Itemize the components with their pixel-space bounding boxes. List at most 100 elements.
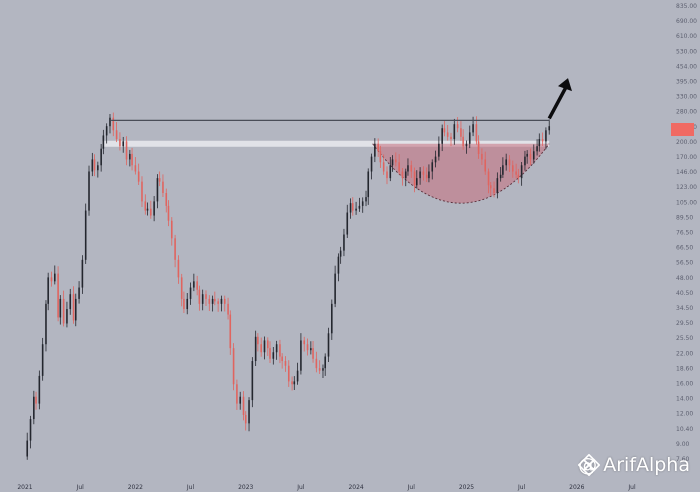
candle-down bbox=[260, 344, 262, 353]
candle-up bbox=[548, 126, 551, 131]
candle-up bbox=[81, 259, 84, 288]
x-tick-label: Jul bbox=[627, 484, 636, 491]
y-tick-label: 9.00 bbox=[676, 441, 690, 448]
candle-up bbox=[189, 287, 192, 299]
candle-up bbox=[391, 159, 394, 166]
candle-up bbox=[275, 344, 278, 353]
candle-up bbox=[349, 203, 352, 213]
candle-down bbox=[177, 259, 180, 278]
candle-up bbox=[404, 171, 407, 179]
candle-up bbox=[239, 396, 242, 404]
x-tick-label: 2022 bbox=[128, 484, 143, 491]
candle-down bbox=[170, 220, 173, 239]
candle-down bbox=[269, 348, 271, 359]
y-tick-label: 10.40 bbox=[676, 426, 693, 433]
candle-up bbox=[324, 356, 326, 369]
candle-up bbox=[468, 132, 471, 144]
candle-down bbox=[450, 136, 452, 140]
candle-up bbox=[472, 124, 474, 133]
candle-down bbox=[196, 281, 198, 290]
candle-down bbox=[351, 203, 354, 211]
candle-up bbox=[97, 165, 99, 171]
candle-up bbox=[122, 141, 125, 147]
candle-down bbox=[508, 159, 511, 166]
candle-up bbox=[358, 205, 361, 209]
candle-down bbox=[541, 139, 544, 142]
candle-down bbox=[462, 136, 464, 147]
candle-up bbox=[453, 124, 456, 140]
candle-down bbox=[481, 153, 483, 160]
breakout-arrow-shaft bbox=[547, 86, 568, 120]
candle-up bbox=[322, 368, 324, 371]
y-tick-label: 835.00 bbox=[676, 3, 697, 10]
y-tick-label: 280.00 bbox=[676, 109, 697, 116]
support-zone bbox=[102, 140, 550, 147]
candle-up bbox=[438, 143, 440, 157]
candle-down bbox=[174, 238, 176, 260]
y-tick-label: 105.00 bbox=[676, 199, 697, 206]
candle-down bbox=[134, 165, 137, 172]
y-tick-label: 690.00 bbox=[676, 18, 697, 25]
candle-up bbox=[499, 174, 502, 179]
candle-down bbox=[50, 277, 53, 282]
y-tick-label: 89.50 bbox=[676, 214, 693, 221]
y-tick-label: 18.60 bbox=[676, 365, 693, 372]
watermark-handle: @ ArifAlpha bbox=[578, 454, 690, 476]
candle-down bbox=[62, 298, 65, 324]
candle-up bbox=[505, 159, 507, 166]
candle-up bbox=[300, 340, 302, 371]
candle-up bbox=[88, 171, 90, 211]
y-tick-label: 170.00 bbox=[676, 154, 697, 161]
y-tick-label: 76.50 bbox=[676, 230, 693, 237]
candle-up bbox=[33, 396, 35, 420]
candle-down bbox=[425, 174, 428, 179]
y-tick-label: 530.00 bbox=[676, 48, 697, 55]
candle-down bbox=[183, 298, 185, 310]
candle-down bbox=[141, 181, 143, 202]
candle-up bbox=[538, 139, 541, 147]
candle-up bbox=[327, 333, 330, 357]
y-tick-label: 29.50 bbox=[676, 320, 693, 327]
x-tick-label: Jul bbox=[517, 484, 526, 491]
candle-down bbox=[223, 298, 226, 304]
candle-up bbox=[102, 135, 105, 149]
candle-up bbox=[220, 298, 223, 304]
candle-up bbox=[389, 165, 392, 179]
cup-outline bbox=[372, 143, 550, 204]
candle-up bbox=[502, 165, 504, 175]
candle-down bbox=[244, 414, 247, 424]
candle-up bbox=[129, 153, 131, 160]
candle-down bbox=[232, 348, 235, 385]
x-tick-label: Jul bbox=[407, 484, 416, 491]
candle-up bbox=[496, 178, 499, 194]
candle-down bbox=[284, 361, 287, 366]
candle-down bbox=[517, 174, 520, 179]
current-price-tag bbox=[671, 123, 694, 136]
y-tick-label: 395.00 bbox=[676, 79, 697, 86]
candle-up bbox=[186, 298, 189, 310]
candle-up bbox=[296, 370, 299, 382]
candle-down bbox=[257, 336, 259, 345]
candle-up bbox=[434, 156, 437, 163]
x-tick-label: Jul bbox=[186, 484, 195, 491]
candle-up bbox=[53, 273, 56, 282]
y-tick-label: 610.00 bbox=[676, 33, 697, 40]
candle-up bbox=[29, 419, 32, 441]
candle-down bbox=[35, 396, 37, 404]
candle-up bbox=[365, 197, 367, 202]
candle-up bbox=[361, 201, 364, 206]
candle-down bbox=[267, 340, 269, 349]
candle-down bbox=[306, 344, 309, 351]
candle-down bbox=[489, 185, 492, 189]
y-tick-label: 56.50 bbox=[676, 260, 693, 267]
candle-down bbox=[125, 141, 128, 160]
candle-up bbox=[441, 128, 443, 144]
candle-down bbox=[395, 159, 397, 163]
candle-down bbox=[242, 396, 245, 415]
candle-down bbox=[443, 128, 446, 133]
candle-down bbox=[379, 151, 382, 163]
candle-up bbox=[520, 165, 523, 179]
candle-down bbox=[303, 340, 306, 345]
candle-up bbox=[536, 146, 538, 152]
